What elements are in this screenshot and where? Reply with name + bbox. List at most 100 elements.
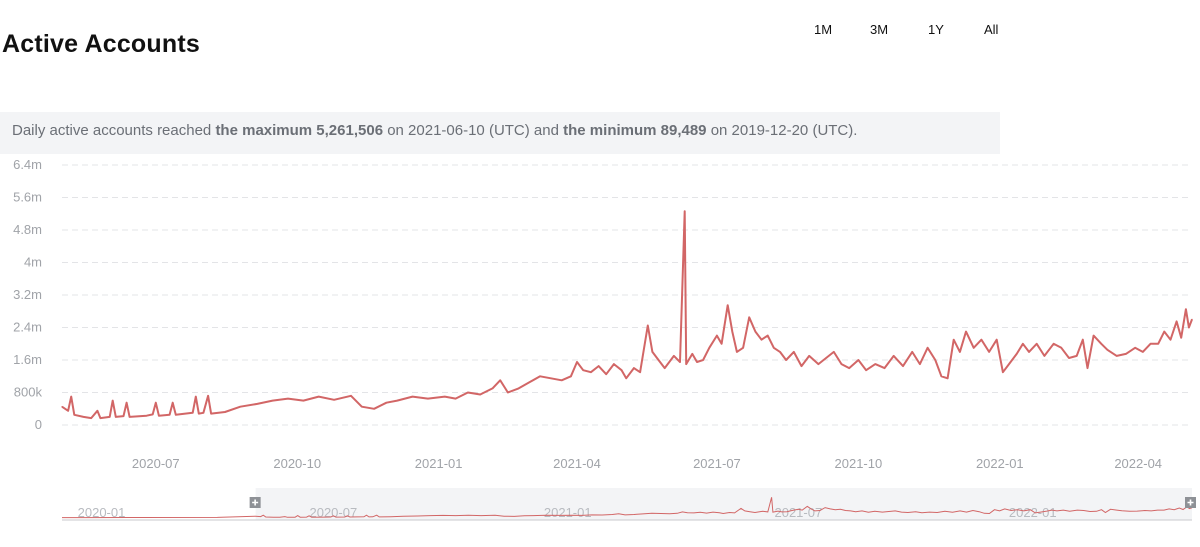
x-tick-label: 2021-07 (693, 456, 741, 471)
data-point (1043, 355, 1045, 357)
data-point (224, 411, 226, 413)
navigator-tick-label: 2021-01 (544, 505, 592, 520)
data-point (155, 402, 157, 404)
data-point (633, 367, 635, 369)
data-point (639, 371, 641, 373)
x-tick-label: 2020-07 (132, 456, 180, 471)
data-point (73, 414, 75, 416)
data-point (90, 417, 92, 419)
data-point (647, 324, 649, 327)
data-point (1134, 347, 1136, 349)
range-3m-button[interactable]: 3M (870, 22, 889, 37)
data-point (590, 371, 592, 373)
navigator-selection (255, 488, 1193, 520)
summary-prefix: Daily active accounts reached (12, 122, 216, 139)
data-point (702, 359, 704, 361)
data-point (109, 416, 111, 418)
data-point (1180, 337, 1182, 339)
range-1m-button[interactable]: 1M (814, 22, 833, 37)
data-point (1185, 308, 1187, 310)
data-point (959, 351, 961, 353)
data-point (396, 400, 398, 402)
x-tick-label: 2022-01 (976, 456, 1024, 471)
data-point (748, 316, 750, 318)
data-point (333, 399, 335, 401)
data-point (561, 379, 563, 381)
summary-mid: on 2021-06-10 (UTC) and (383, 122, 564, 139)
data-point (287, 398, 289, 400)
data-point (172, 402, 174, 404)
data-point (940, 375, 943, 377)
data-point (1060, 347, 1062, 349)
navigator-right-handle[interactable] (1185, 497, 1196, 508)
series-line (61, 210, 1193, 420)
x-tick-label: 2022-04 (1114, 456, 1162, 471)
data-point (96, 410, 98, 412)
data-point (865, 369, 867, 371)
data-point (754, 331, 757, 333)
data-point (1106, 349, 1108, 351)
data-point (691, 353, 693, 355)
data-point (1036, 343, 1038, 345)
range-all-button[interactable]: All (984, 22, 999, 37)
y-tick-label: 3.2m (13, 287, 42, 302)
y-tick-label: 6.4m (13, 157, 42, 172)
data-point (1086, 367, 1089, 369)
data-point (1188, 326, 1190, 329)
data-point (767, 335, 769, 337)
data-point (651, 351, 654, 353)
data-point (779, 351, 781, 353)
summary-text: Daily active accounts reached the maximu… (12, 122, 857, 139)
data-point (158, 415, 160, 417)
data-point (499, 379, 501, 381)
y-tick-label: 4m (24, 255, 42, 270)
x-tick-label: 2021-01 (415, 456, 463, 471)
data-point (70, 396, 72, 398)
data-point (857, 359, 860, 361)
data-point (1125, 353, 1127, 355)
data-point (373, 408, 375, 410)
data-point (411, 396, 414, 398)
data-point (491, 387, 494, 389)
data-point (874, 363, 876, 365)
data-point (996, 339, 998, 341)
data-point (848, 367, 850, 369)
data-point (664, 367, 666, 369)
data-point (893, 355, 895, 357)
data-point (1016, 353, 1018, 355)
data-point (198, 413, 200, 415)
data-point (684, 210, 686, 212)
data-point (570, 375, 572, 377)
navigator-line (62, 497, 1193, 519)
data-point (256, 403, 258, 405)
data-point (927, 347, 929, 349)
data-point (825, 357, 827, 359)
data-point (657, 359, 660, 361)
y-tick-label: 1.6m (13, 352, 42, 367)
data-point (833, 351, 835, 353)
data-point (576, 361, 578, 363)
data-point (773, 347, 775, 349)
data-point (152, 413, 154, 415)
y-tick-label: 800k (14, 385, 43, 400)
data-point (126, 402, 128, 404)
navigator-tick-label: 2022-01 (1009, 505, 1057, 520)
data-point (1157, 343, 1159, 345)
data-point (1008, 363, 1010, 365)
navigator-tick-label: 2021-07 (774, 505, 822, 520)
data-point (146, 415, 148, 417)
y-tick-label: 4.8m (13, 222, 42, 237)
y-tick-label: 5.6m (13, 190, 42, 205)
data-point (122, 415, 125, 417)
data-point (239, 406, 241, 408)
navigator-left-handle[interactable] (249, 497, 261, 508)
data-point (947, 377, 949, 379)
range-1y-button[interactable]: 1Y (928, 22, 944, 37)
data-point (1053, 343, 1055, 345)
data-point (840, 363, 843, 365)
data-point (679, 361, 681, 363)
y-tick-label: 0 (35, 417, 42, 432)
data-point (112, 400, 114, 402)
data-point (817, 363, 820, 365)
